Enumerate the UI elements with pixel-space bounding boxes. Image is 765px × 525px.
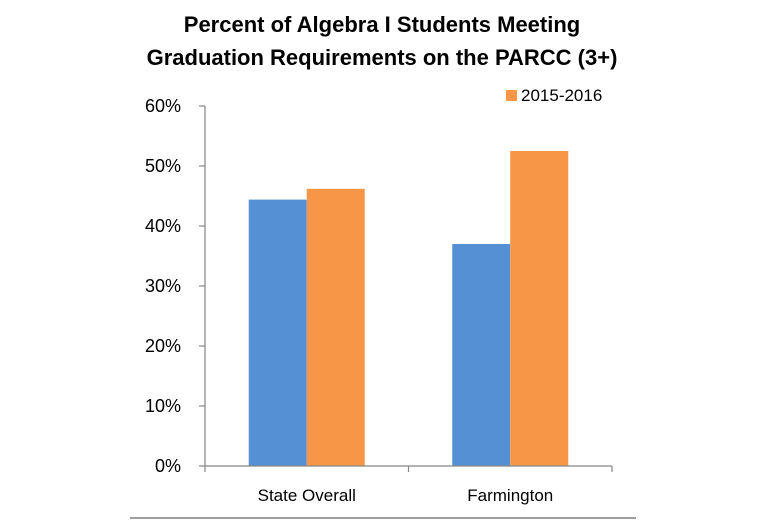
chart-title-line-2: Graduation Requirements on the PARCC (3+… bbox=[147, 45, 618, 70]
legend-label: 2015-2016 bbox=[521, 86, 602, 105]
labels-layer: 0% 10% 20% 30% 40% 50% 60% State Overall Farming… bbox=[145, 96, 553, 505]
bar-series-2-0 bbox=[306, 188, 365, 467]
legend-swatch bbox=[506, 90, 517, 101]
y-tick-label: 40% bbox=[145, 216, 181, 236]
bar-series-2-1 bbox=[510, 151, 569, 466]
y-tick-label: 60% bbox=[145, 96, 181, 116]
chart-title-line-1: Percent of Algebra I Students Meeting bbox=[184, 12, 580, 37]
bar-series-1-0 bbox=[248, 199, 307, 466]
legend: 2015-2016 bbox=[506, 86, 602, 105]
x-category-label: State Overall bbox=[258, 486, 356, 505]
bar-series-1-1 bbox=[452, 244, 511, 466]
y-tick-label: 50% bbox=[145, 156, 181, 176]
bars-layer bbox=[248, 151, 569, 467]
y-tick-label: 20% bbox=[145, 336, 181, 356]
y-tick-label: 30% bbox=[145, 276, 181, 296]
x-category-label: Farmington bbox=[467, 486, 553, 505]
y-tick-label: 0% bbox=[155, 456, 181, 476]
axes-layer bbox=[199, 105, 613, 472]
y-tick-label: 10% bbox=[145, 396, 181, 416]
